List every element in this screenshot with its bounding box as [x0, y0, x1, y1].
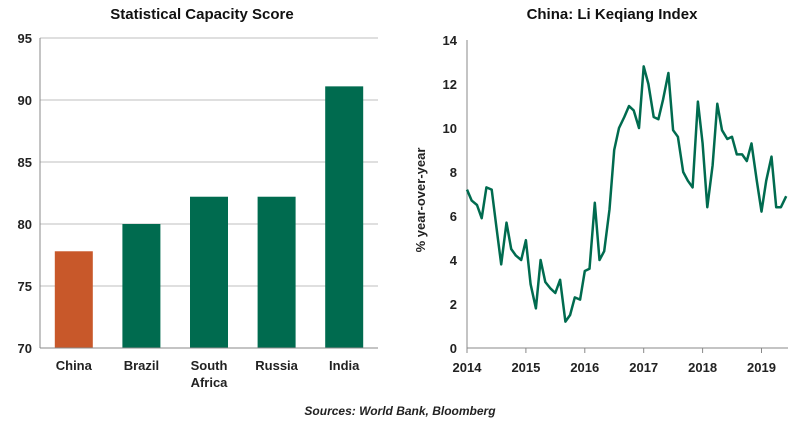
line-x-tick-label: 2015 — [511, 360, 540, 375]
bar-south-africa — [190, 196, 228, 348]
line-chart-y-axis-label: % year-over-year — [413, 148, 428, 253]
line-y-tick-label: 10 — [443, 121, 457, 136]
bar-x-tick-label: Brazil — [124, 358, 159, 373]
line-series-li-keqiang-index — [465, 65, 788, 323]
bar-x-tick-label: Russia — [255, 358, 298, 373]
bar-y-tick-label: 90 — [18, 93, 32, 108]
line-chart-title: China: Li Keqiang Index — [527, 6, 699, 23]
bar-x-tick-label: India — [329, 358, 360, 373]
line-y-tick-label: 6 — [450, 209, 457, 224]
line-x-tick-labels: 2014 2015 2016 2017 2018 2019 — [453, 348, 776, 375]
bar-y-tick-label: 80 — [18, 217, 32, 232]
line-y-tick-label: 12 — [443, 77, 457, 92]
bar-x-tick-label: South Africa — [191, 358, 229, 390]
line-y-tick-label: 2 — [450, 297, 457, 312]
bar-x-tick-labels: China Brazil South Africa Russia India — [56, 358, 360, 390]
line-y-tick-label: 4 — [450, 253, 458, 268]
bar-y-tick-label: 85 — [18, 155, 32, 170]
bar-x-tick-label: China — [56, 358, 93, 373]
bar-y-tick-label: 95 — [18, 31, 32, 46]
line-chart: China: Li Keqiang Index % year-over-year… — [413, 6, 788, 375]
bar-china — [54, 251, 93, 348]
bar-chart-title: Statistical Capacity Score — [110, 6, 293, 23]
line-x-tick-label: 2014 — [453, 360, 483, 375]
bar-india — [325, 86, 364, 349]
line-y-tick-label: 14 — [443, 33, 458, 48]
line-y-tick-label: 0 — [450, 341, 457, 356]
line-y-tick-labels: 0 2 4 6 8 10 12 14 — [443, 33, 458, 356]
bar-brazil — [122, 224, 161, 348]
bar-gridlines — [40, 37, 378, 287]
bar-chart: Statistical Capacity Score 707580859095 … — [18, 6, 378, 390]
bar-y-tick-label: 75 — [18, 279, 32, 294]
bar-russia — [257, 196, 296, 348]
source-note: Sources: World Bank, Bloomberg — [304, 404, 496, 418]
line-x-tick-label: 2019 — [747, 360, 776, 375]
line-x-tick-label: 2018 — [688, 360, 717, 375]
bar-y-tick-label: 70 — [18, 341, 32, 356]
line-x-tick-label: 2016 — [570, 360, 599, 375]
line-y-tick-label: 8 — [450, 165, 457, 180]
line-x-tick-label: 2017 — [629, 360, 658, 375]
bar-series — [54, 86, 364, 349]
bar-y-tick-labels: 70 75 80 85 90 95 — [18, 31, 32, 356]
